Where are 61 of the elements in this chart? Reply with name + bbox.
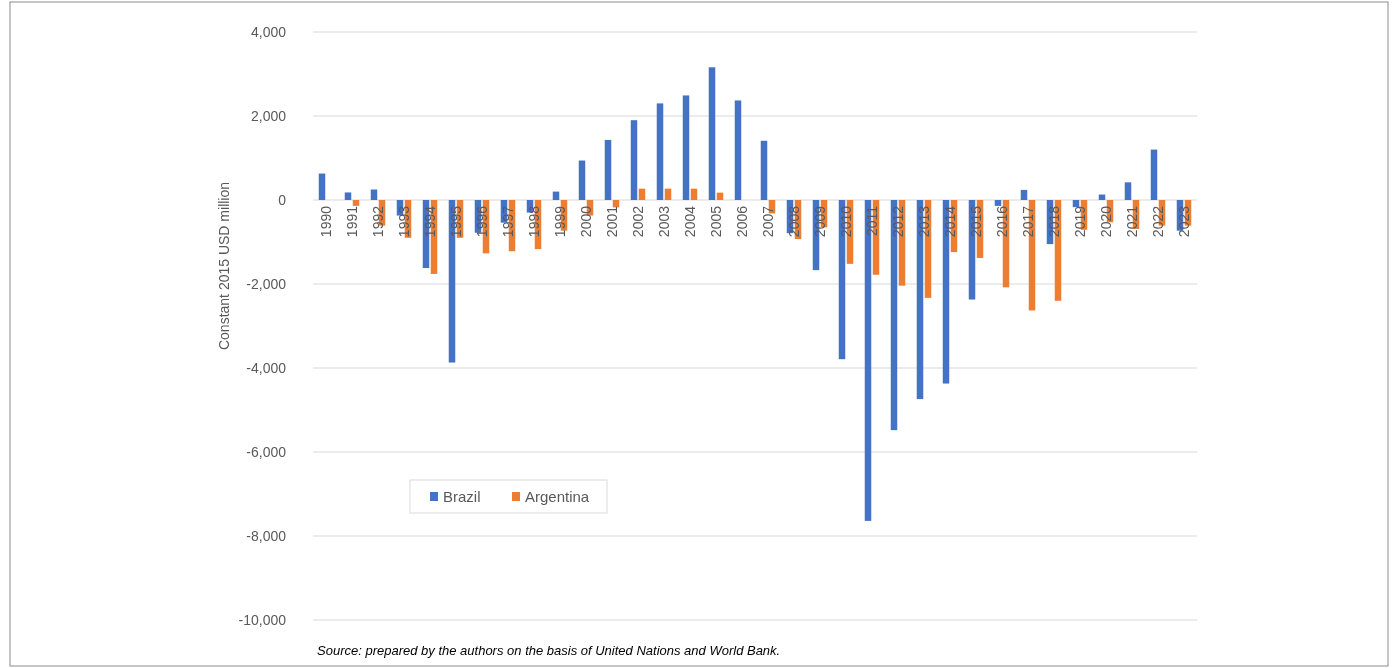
x-tick-label: 2009 bbox=[812, 205, 828, 238]
x-tick-label: 2007 bbox=[760, 205, 776, 238]
bar bbox=[630, 120, 638, 200]
y-tick-label: 4,000 bbox=[250, 23, 287, 40]
x-tick-label: 2010 bbox=[838, 205, 854, 238]
x-tick-label: 2021 bbox=[1124, 205, 1140, 238]
x-tick-label: 2011 bbox=[864, 205, 880, 237]
x-tick-label: 1998 bbox=[526, 205, 542, 238]
x-tick-label: 2005 bbox=[708, 205, 724, 238]
bar bbox=[994, 200, 1002, 206]
bar bbox=[604, 139, 612, 200]
bar bbox=[708, 67, 716, 200]
bar bbox=[760, 140, 768, 200]
x-tick-label: 1994 bbox=[422, 205, 438, 238]
x-tick-label: 2019 bbox=[1072, 205, 1088, 238]
x-tick-label: 2014 bbox=[942, 205, 958, 238]
legend-label: Brazil bbox=[443, 488, 481, 506]
bar bbox=[578, 160, 586, 200]
bar bbox=[1124, 182, 1132, 200]
x-tick-label: 1995 bbox=[448, 205, 464, 238]
x-tick-label: 2023 bbox=[1176, 205, 1192, 238]
bar bbox=[318, 173, 326, 200]
bar bbox=[1020, 189, 1028, 200]
y-tick-label: -2,000 bbox=[246, 275, 287, 292]
x-tick-label: 2012 bbox=[890, 205, 906, 238]
y-tick-label: 0 bbox=[278, 191, 287, 208]
bar bbox=[734, 100, 742, 200]
x-tick-label: 1990 bbox=[318, 205, 334, 238]
y-tick-label: -8,000 bbox=[246, 527, 287, 544]
x-tick-label: 2008 bbox=[786, 205, 802, 238]
x-tick-label: 2000 bbox=[578, 205, 594, 238]
y-tick-label: 2,000 bbox=[250, 107, 287, 124]
source-note: Source: prepared by the authors on the basis of United Nations and World Bank. bbox=[317, 643, 781, 658]
x-tick-label: 2016 bbox=[994, 205, 1010, 238]
x-tick-label: 1991 bbox=[344, 205, 360, 238]
bar bbox=[682, 95, 690, 200]
x-tick-label: 2018 bbox=[1046, 205, 1062, 238]
x-tick-label: 1997 bbox=[500, 205, 516, 238]
x-tick-label: 2022 bbox=[1150, 205, 1166, 238]
bar bbox=[352, 200, 360, 206]
x-tick-label: 2004 bbox=[682, 205, 698, 238]
x-tick-label: 1993 bbox=[396, 205, 412, 238]
x-tick-label: 1992 bbox=[370, 205, 386, 238]
x-tick-label: 2020 bbox=[1098, 205, 1114, 238]
y-tick-label: -4,000 bbox=[246, 359, 287, 376]
y-tick-label: -6,000 bbox=[246, 443, 287, 460]
x-tick-label: 2006 bbox=[734, 205, 750, 238]
y-axis-title: Constant 2015 USD million bbox=[216, 181, 232, 351]
bar bbox=[344, 192, 352, 200]
legend-label: Argentina bbox=[525, 488, 590, 506]
x-tick-label: 2015 bbox=[968, 205, 984, 238]
x-tick-label: 2002 bbox=[630, 205, 646, 238]
x-tick-label: 2001 bbox=[604, 205, 620, 238]
bar bbox=[656, 103, 664, 200]
bar bbox=[1150, 149, 1158, 200]
y-tick-label: -10,000 bbox=[238, 611, 287, 628]
x-tick-label: 2003 bbox=[656, 205, 672, 238]
x-tick-label: 2017 bbox=[1020, 205, 1036, 238]
x-tick-label: 2013 bbox=[916, 205, 932, 238]
x-tick-label: 1996 bbox=[474, 205, 490, 238]
x-tick-label: 1999 bbox=[552, 205, 568, 238]
